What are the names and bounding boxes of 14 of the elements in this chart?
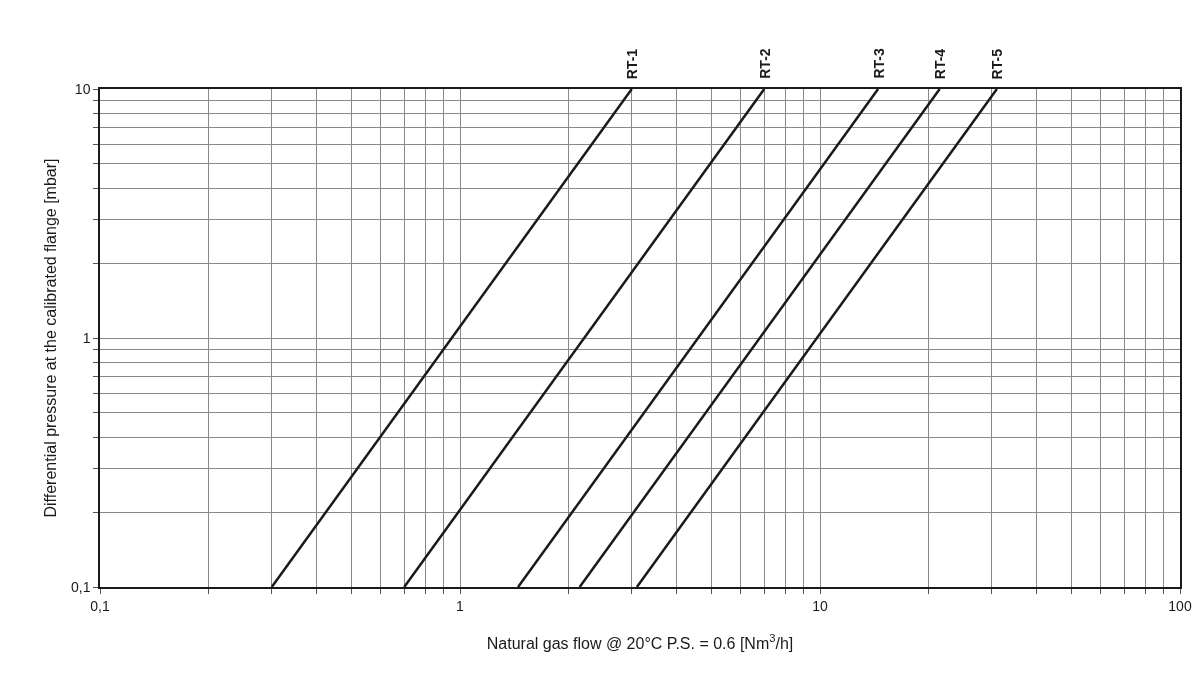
x-tick-label: 10 <box>812 597 828 614</box>
x-tick-label: 0,1 <box>90 597 110 614</box>
y-tick-label: 1 <box>82 329 91 346</box>
text: RT-4 <box>932 48 949 80</box>
x-tick-label: 1 <box>456 597 465 614</box>
text: RT-3 <box>870 48 887 79</box>
y-tick-label: 10 <box>74 80 91 97</box>
y-tick-label: 0,1 <box>70 578 91 595</box>
text: RT-2 <box>756 48 773 79</box>
y-axis-title: Differential pressure at the calibrated flange [mbar] <box>42 158 60 518</box>
x-axis-title: Natural gas flow @ 20°C P.S. = 0.6 [Nm$^{3}$/h] <box>486 632 794 652</box>
text: RT-5 <box>989 48 1006 80</box>
x-tick-label: 100 <box>1168 597 1192 614</box>
text: RT-1 <box>624 48 641 80</box>
